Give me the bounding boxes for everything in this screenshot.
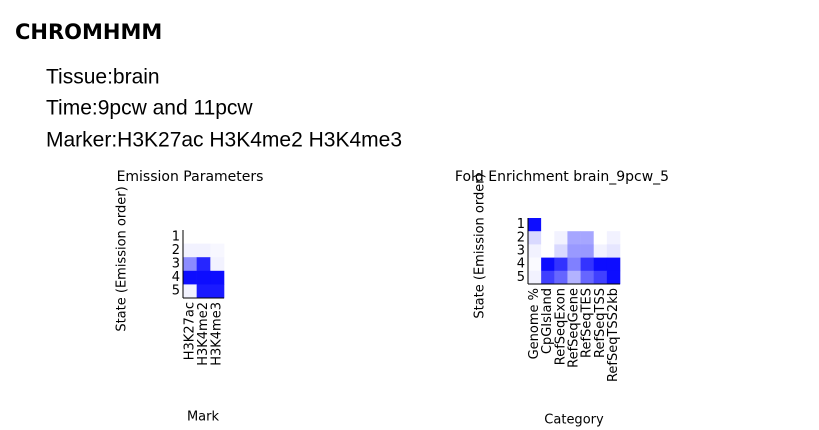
heat-cell — [528, 270, 542, 285]
y-tick-label: 5 — [172, 284, 180, 299]
heat-cell — [210, 243, 225, 258]
y-tick-label: 4 — [517, 257, 525, 272]
heat-cell — [567, 218, 581, 232]
y-tick-label: 3 — [517, 244, 525, 259]
y-axis-label: State (Emission order) — [115, 186, 130, 331]
info-line: Time:9pcw and 11pcw — [46, 97, 253, 120]
heat-cell — [554, 231, 568, 245]
y-tick-label: 1 — [172, 229, 180, 244]
x-tick-label: RefSeqTES — [580, 288, 595, 358]
heat-cell — [580, 218, 595, 232]
heat-cell — [210, 230, 225, 244]
y-tick-label: 3 — [172, 257, 180, 272]
heat-cell — [593, 218, 608, 232]
heat-cell — [210, 284, 225, 299]
heat-cell — [567, 231, 581, 245]
heat-cell — [196, 257, 211, 272]
heat-cell — [593, 244, 608, 258]
heat-cell — [580, 231, 595, 245]
heat-cell — [606, 244, 621, 258]
x-axis-label: Mark — [187, 410, 220, 425]
heat-cell — [183, 243, 197, 258]
heat-cell — [541, 231, 555, 245]
heat-cell — [196, 270, 211, 285]
heat-cell — [554, 270, 568, 285]
heat-cell — [580, 244, 595, 258]
heat-cell — [541, 257, 555, 272]
heat-cell — [196, 230, 211, 244]
chart-title: Fold Enrichment brain_9pcw_5 — [455, 169, 669, 185]
heat-cell — [528, 231, 542, 245]
heat-cell — [183, 284, 197, 299]
heat-cell — [606, 270, 621, 285]
heat-cell — [580, 257, 595, 272]
y-tick-label: 5 — [517, 270, 525, 285]
y-tick-label: 2 — [517, 230, 525, 245]
info-line: Marker:H3K27ac H3K4me2 H3K4me3 — [46, 129, 402, 152]
heat-cell — [210, 257, 225, 272]
x-tick-label: RefSeqGene — [567, 288, 582, 368]
heat-cell — [593, 270, 608, 285]
x-tick-label: H3K4me2 — [196, 302, 211, 366]
x-tick-label: H3K4me3 — [210, 302, 225, 366]
x-axis-label: Category — [544, 413, 604, 428]
x-tick-label: H3K27ac — [182, 302, 197, 360]
heat-cell — [196, 243, 211, 258]
x-tick-label: CpGIsland — [540, 288, 555, 354]
heat-cell — [606, 218, 621, 232]
heat-cell — [528, 257, 542, 272]
heat-cell — [567, 270, 581, 285]
heat-cell — [541, 244, 555, 258]
y-axis-label: State (Emission order) — [473, 173, 488, 318]
heat-cell — [541, 270, 555, 285]
heat-cell — [554, 257, 568, 272]
heat-cell — [580, 270, 595, 285]
heat-cell — [593, 231, 608, 245]
heat-cell — [196, 284, 211, 299]
heat-cell — [606, 231, 621, 245]
x-tick-label: RefSeqExon — [553, 288, 568, 365]
heat-cell — [183, 270, 197, 285]
x-tick-label: Genome % — [527, 288, 542, 359]
heat-cell — [567, 244, 581, 258]
heat-cell — [541, 218, 555, 232]
heat-cell — [554, 244, 568, 258]
heat-cell — [183, 230, 197, 244]
heat-cell — [554, 218, 568, 232]
heat-cell — [528, 218, 542, 232]
heat-cell — [183, 257, 197, 272]
heat-cell — [567, 257, 581, 272]
x-tick-label: RefSeqTSS2kb — [606, 288, 621, 382]
x-tick-label: RefSeqTSS — [593, 288, 608, 358]
y-tick-label: 2 — [172, 243, 180, 258]
info-line: Tissue:brain — [46, 66, 160, 89]
y-tick-label: 1 — [517, 217, 525, 232]
app-title: CHROMHMM — [15, 20, 162, 44]
y-tick-label: 4 — [172, 270, 180, 285]
heat-cell — [606, 257, 621, 272]
heat-cell — [593, 257, 608, 272]
heat-cell — [210, 270, 225, 285]
chart-title: Emission Parameters — [117, 169, 264, 185]
heat-cell — [528, 244, 542, 258]
